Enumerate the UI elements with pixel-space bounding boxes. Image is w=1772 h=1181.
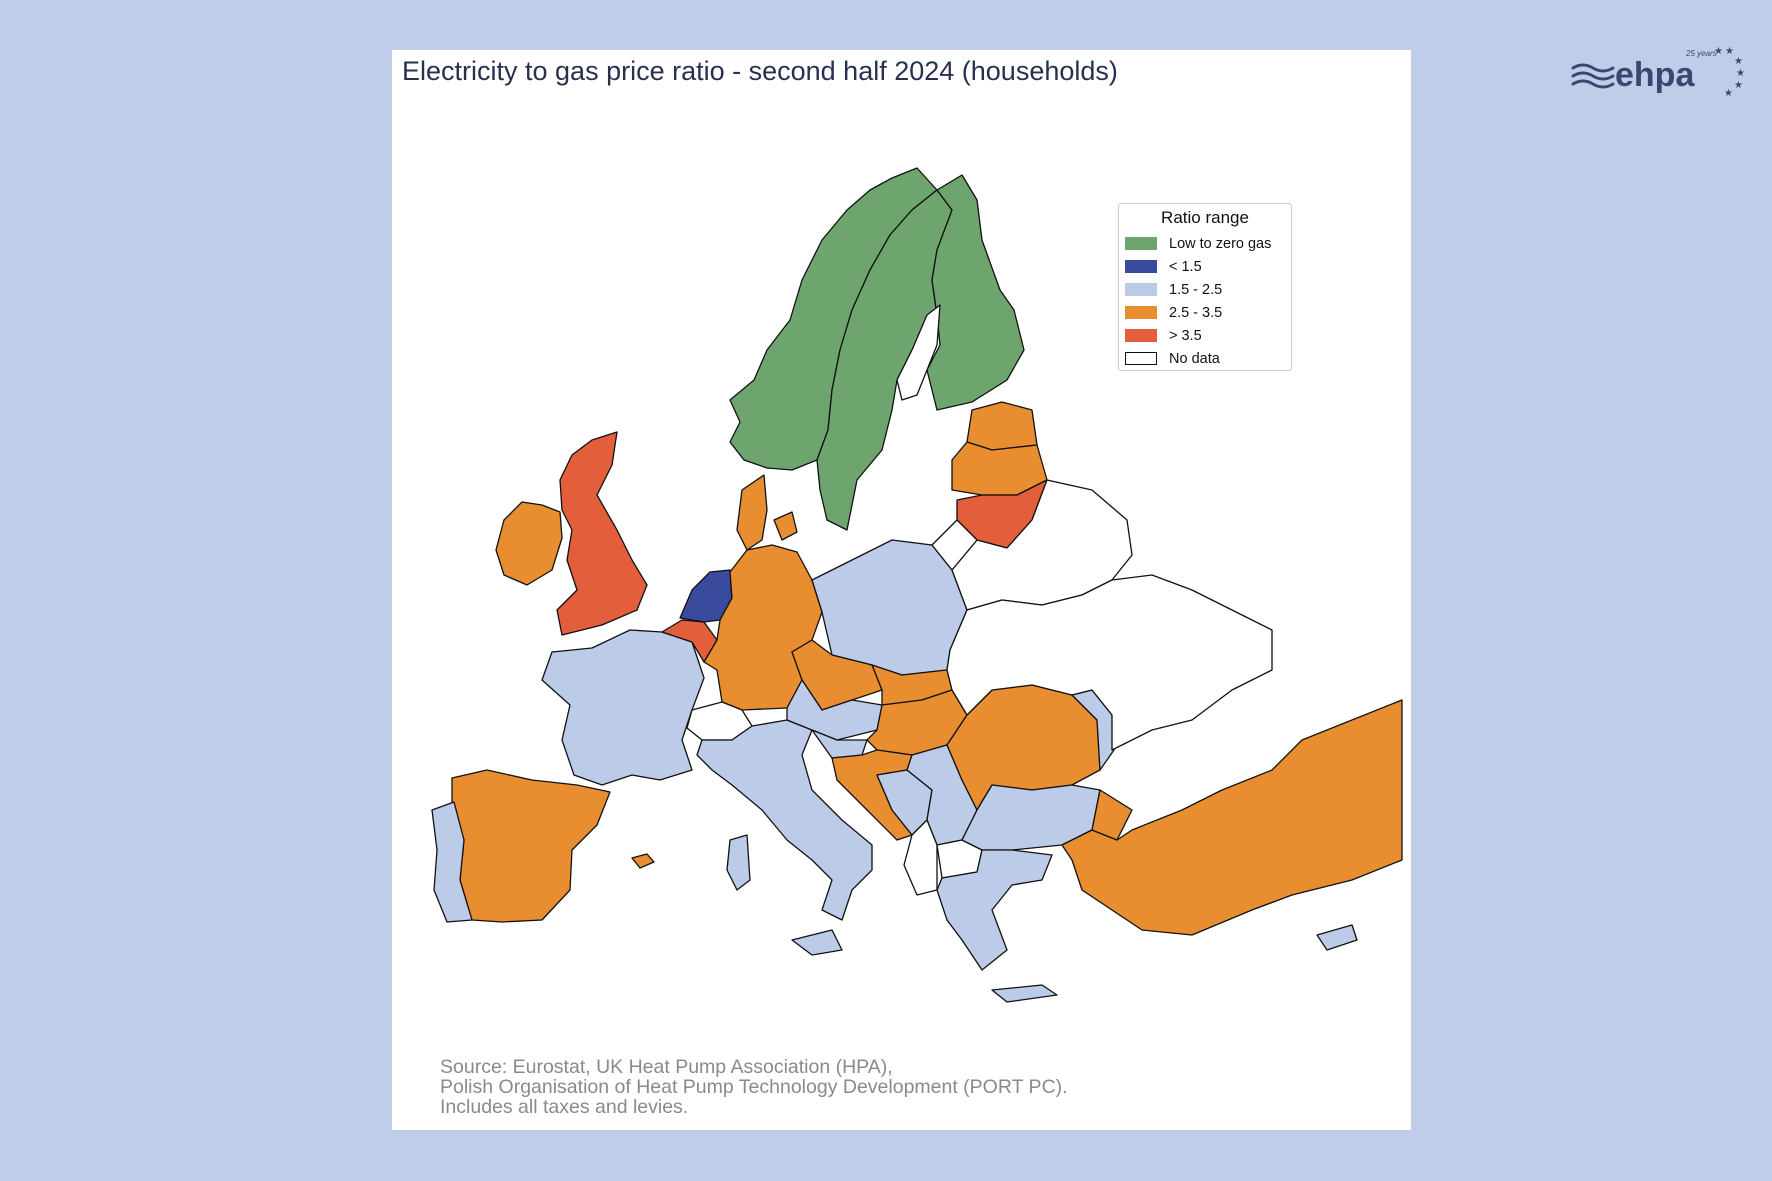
legend-item-2-5-3-5: 2.5 - 3.5 (1119, 301, 1291, 324)
svg-text:★: ★ (1736, 68, 1745, 79)
legend-item-low-gas: Low to zero gas (1119, 232, 1291, 255)
legend-label: > 3.5 (1169, 327, 1202, 344)
legend-item-1-5-2-5: 1.5 - 2.5 (1119, 278, 1291, 301)
legend-item-above-3-5: > 3.5 (1119, 324, 1291, 347)
source-line: Includes all taxes and levies. (440, 1096, 689, 1118)
europe-map (431, 167, 1403, 1003)
legend-title: Ratio range (1161, 208, 1249, 227)
region-finland (926, 174, 1025, 411)
legend-swatch (1125, 329, 1157, 342)
region-ukraine (946, 574, 1273, 751)
svg-text:★: ★ (1734, 80, 1743, 91)
legend-label: No data (1169, 350, 1220, 367)
legend-swatch (1125, 237, 1157, 250)
map-title: Electricity to gas price ratio - second … (402, 56, 1118, 86)
legend-item-no-data: No data (1119, 347, 1291, 370)
legend-label: < 1.5 (1169, 258, 1202, 275)
source-note: Source: Eurostat, UK Heat Pump Associati… (440, 1057, 1068, 1117)
region-denmark (736, 474, 768, 551)
legend-label: 2.5 - 3.5 (1169, 304, 1223, 321)
region-france (541, 629, 705, 786)
region-estonia (966, 401, 1038, 451)
svg-text:★: ★ (1714, 46, 1723, 57)
svg-text:★: ★ (1734, 56, 1743, 67)
region-portugal (431, 801, 473, 923)
region-greece (936, 849, 1053, 971)
legend-swatch (1125, 283, 1157, 296)
svg-text:★: ★ (1724, 88, 1733, 99)
legend-label: 1.5 - 2.5 (1169, 281, 1223, 298)
legend-swatch (1125, 306, 1157, 319)
region-ireland (495, 501, 563, 586)
legend-item-below-1-5: < 1.5 (1119, 255, 1291, 278)
legend-swatch (1125, 352, 1157, 365)
region-uk (556, 431, 648, 636)
logo-badge: 25 years (1685, 49, 1717, 58)
legend-label: Low to zero gas (1169, 235, 1272, 252)
star-icon: ★ ★ ★ ★ ★ ★ (1714, 46, 1745, 99)
map-legend: Ratio range Low to zero gas < 1.5 1.5 - … (1118, 203, 1292, 371)
svg-text:★: ★ (1725, 46, 1734, 57)
logo-text: ehpa (1615, 56, 1695, 94)
source-line: Source: Eurostat, UK Heat Pump Associati… (440, 1056, 893, 1078)
ehpa-logo: ehpa 25 years ★ ★ ★ ★ ★ ★ (1571, 46, 1745, 99)
region-slovenia (811, 729, 868, 759)
source-line: Polish Organisation of Heat Pump Technol… (440, 1076, 1068, 1098)
region-turkey (1061, 699, 1403, 936)
legend-swatch (1125, 260, 1157, 273)
region-cyprus (1316, 924, 1358, 951)
map-card: Electricity to gas price ratio - second … (392, 50, 1411, 1130)
region-spain (451, 769, 611, 923)
